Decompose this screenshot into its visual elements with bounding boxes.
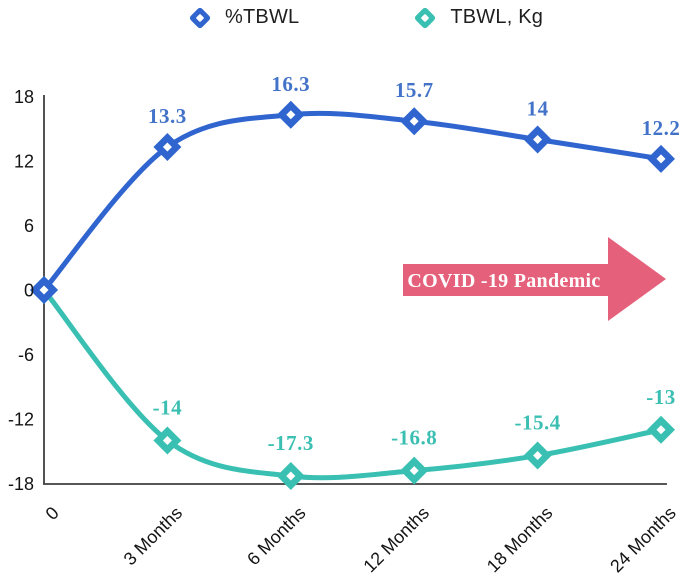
series-line-tbwl-percent	[41, 110, 664, 293]
legend-item-tbwl-percent: %TBWL	[188, 6, 300, 29]
y-tick-label: -6	[18, 345, 34, 365]
x-axis-label: 3 Months	[120, 503, 187, 570]
y-tick-label: 12	[14, 152, 34, 172]
chart-legend: %TBWL TBWL, Kg	[0, 6, 700, 29]
y-tick-label: 0	[24, 281, 34, 301]
legend-label-tbwl-kg: TBWL, Kg	[450, 6, 544, 28]
data-point-marker-hole	[409, 466, 419, 476]
data-point-marker-hole	[162, 142, 172, 152]
data-label: 15.7	[395, 78, 434, 102]
y-tick-label: -18	[8, 474, 34, 494]
data-label: -17.3	[268, 431, 314, 455]
data-point-marker-hole	[39, 285, 49, 295]
data-point-marker-hole	[162, 436, 172, 445]
data-label: -14	[153, 396, 183, 420]
data-label: 12.2	[642, 116, 681, 140]
data-point-marker-hole	[286, 471, 296, 481]
data-point-marker-hole	[533, 451, 543, 461]
covid-arrow	[403, 237, 666, 321]
legend-item-tbwl-kg: TBWL, Kg	[414, 6, 544, 29]
y-tick-label: 18	[14, 87, 34, 107]
data-point-marker-hole	[409, 116, 419, 126]
data-label: 13.3	[148, 104, 187, 128]
data-label: -13	[646, 385, 676, 409]
legend-label-tbwl-percent: %TBWL	[225, 6, 300, 28]
x-axis-label: 6 Months	[243, 503, 310, 570]
series-line-tbwl-kg	[41, 287, 664, 481]
y-tick-label: -12	[8, 410, 34, 430]
data-point-marker-hole	[656, 425, 666, 435]
data-point-marker-hole	[656, 154, 666, 164]
data-label: 16.3	[271, 72, 310, 96]
data-label: -16.8	[391, 426, 437, 450]
x-axis-label: 0	[42, 503, 63, 524]
data-label: 14	[527, 97, 549, 121]
y-tick-label: 6	[24, 216, 34, 236]
x-axis-label: 18 Months	[483, 503, 557, 577]
x-axis-label: 24 Months	[606, 503, 680, 577]
data-label: -15.4	[514, 411, 560, 435]
data-point-marker-hole	[286, 110, 296, 120]
x-axis-label: 12 Months	[359, 503, 433, 577]
data-point-marker-hole	[533, 135, 543, 144]
covid-arrow-label: COVID -19 Pandemic	[407, 270, 600, 292]
